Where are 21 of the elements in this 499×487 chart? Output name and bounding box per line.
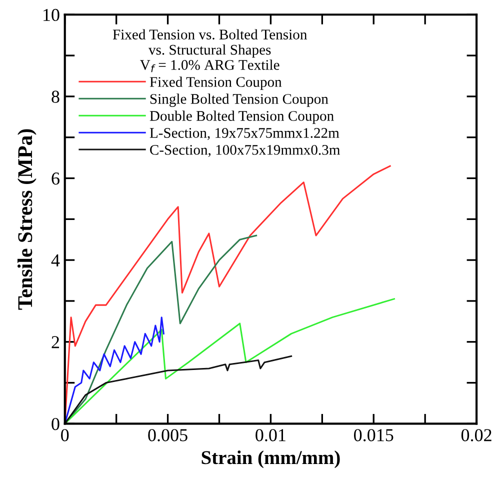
y-tick-label: 10 <box>44 8 60 22</box>
y-tick-label: 6 <box>52 172 60 185</box>
x-tick-label: 0 <box>61 429 69 442</box>
y-tick-label: 0 <box>52 418 60 430</box>
y-tick-label: 2 <box>52 336 60 348</box>
legend-label: Double Bolted Tension Coupon <box>150 110 334 124</box>
x-tick-label: 0.02 <box>461 429 492 442</box>
x-axis-title: Strain (mm/mm) <box>202 450 340 468</box>
legend-label: Fixed Tension Coupon <box>150 76 282 90</box>
legend-label: L-Section, 19x75x75mmx1.22m <box>150 128 340 140</box>
x-tick-label: 0.015 <box>354 429 394 442</box>
y-tick-label: 4 <box>51 254 60 266</box>
line-series <box>64 298 395 424</box>
x-tick-label: 0.01 <box>256 429 286 442</box>
x-tick-label: 0.005 <box>148 429 188 442</box>
line-series <box>64 355 292 424</box>
y-tick-label: 8 <box>52 90 60 103</box>
legend-label: C-Section, 100x75x19mmx0.3m <box>150 144 340 157</box>
legend-title: Fixed Tension vs. Bolted Tension vs. Structural Shapes V$_{f}$ = 1.0% ARG Textile <box>112 29 307 72</box>
legend-label: Single Bolted Tension Coupon <box>150 94 328 107</box>
y-axis-title: Tensile Stress (MPa) <box>18 129 36 310</box>
